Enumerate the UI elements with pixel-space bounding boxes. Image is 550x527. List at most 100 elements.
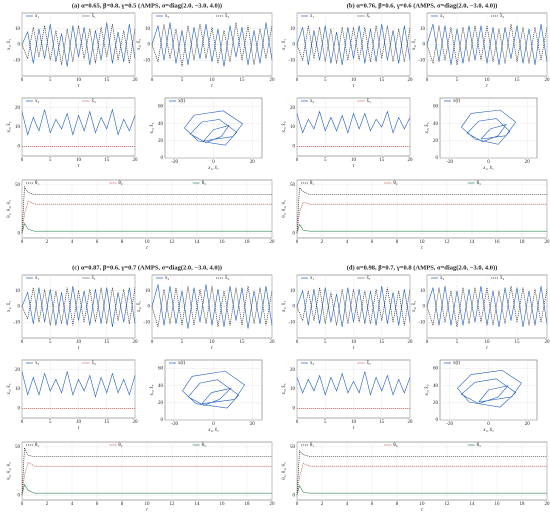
x-tick-label: 5 — [181, 340, 184, 345]
y-tick-label: 60 — [433, 105, 439, 110]
y-tick-label: 10 — [145, 27, 151, 32]
x-tick-label: 15 — [379, 158, 385, 163]
x-tick-label: 0 — [487, 422, 490, 427]
series-line — [21, 483, 272, 496]
x-tick-label: 18 — [520, 240, 526, 245]
x-tick-label: 20 — [270, 340, 276, 345]
series-line — [21, 461, 272, 496]
x-tick-label: 0 — [21, 502, 24, 507]
series-line — [426, 285, 548, 328]
x-tick-label: 10 — [210, 78, 216, 83]
y-tick-label: 50 — [290, 445, 296, 450]
legend-label: x(t) — [453, 361, 461, 366]
x-tick-label: 10 — [76, 420, 82, 425]
x-tick-label: 5 — [49, 78, 52, 83]
x-tick-label: 0 — [296, 502, 299, 507]
y-tick-label: 10 — [15, 27, 21, 32]
legend-label: x̂₂ — [500, 276, 505, 281]
x-tick-label: 20 — [525, 422, 531, 427]
series-line — [21, 222, 272, 234]
x-tick-label: 20 — [270, 240, 276, 245]
legend-label: x₂ — [165, 14, 170, 19]
y-tick-label: 20 — [433, 139, 439, 144]
x-tick-label: 20 — [408, 158, 414, 163]
x-tick-label: 10 — [485, 340, 491, 345]
x-tick-label: 2 — [46, 240, 49, 245]
series-line — [21, 185, 272, 234]
y-axis-label: x₁, x̂₁ — [7, 39, 12, 50]
legend-label: x₁ — [310, 14, 315, 19]
series-line — [151, 22, 273, 67]
x-axis-label: t — [146, 508, 148, 513]
y-tick-label: -10 — [288, 320, 295, 325]
series-line — [296, 449, 547, 496]
y-tick-label: 60 — [158, 105, 164, 110]
x-tick-label: 4 — [71, 502, 74, 507]
x-tick-label: -20 — [446, 160, 453, 165]
y-axis-label: x₃, x̂₃ — [282, 121, 287, 132]
y-tick-label: -10 — [418, 58, 425, 63]
x-tick-label: 4 — [346, 502, 349, 507]
y-tick-label: 0 — [18, 144, 21, 149]
x-tick-label: 0 — [212, 160, 215, 165]
y-tick-label: 0 — [436, 418, 439, 423]
legend-label: x₁ — [35, 14, 40, 19]
x-tick-label: 12 — [170, 502, 176, 507]
series-line — [457, 369, 522, 408]
legend-label: x₁ — [35, 276, 40, 281]
x-tick-label: 5 — [456, 340, 459, 345]
y-tick-label: -10 — [13, 58, 20, 63]
y-tick-label: 10 — [290, 289, 296, 294]
series-line — [21, 447, 272, 496]
y-axis-label: x₂, x̂₂ — [137, 39, 142, 50]
legend-label: x̂₂ — [225, 14, 230, 19]
x-tick-label: 2 — [321, 502, 324, 507]
x-tick-label: 20 — [408, 420, 414, 425]
legend-label: θ₃ — [477, 443, 481, 448]
x-tick-label: 10 — [76, 158, 82, 163]
x-tick-label: 0 — [296, 78, 299, 83]
series-line — [426, 285, 548, 328]
x-tick-label: 20 — [525, 160, 531, 165]
x-tick-label: 14 — [195, 502, 201, 507]
x-tick-label: 15 — [104, 78, 110, 83]
y-tick-label: 0 — [18, 493, 21, 498]
legend-label: x̂₃ — [367, 99, 372, 104]
x-tick-label: 10 — [420, 502, 426, 507]
legend-label: θ₁ — [310, 443, 314, 448]
y-tick-label: 0 — [436, 156, 439, 161]
legend-label: θ₁ — [35, 443, 39, 448]
y-axis-label: x₁, x̂₁ — [282, 301, 287, 312]
y-tick-label: 10 — [15, 387, 21, 392]
legend-label: x̂₃ — [92, 361, 97, 366]
x-tick-label: 0 — [296, 340, 299, 345]
x-axis-label: x₁, x̂₁ — [482, 166, 494, 171]
y-tick-label: 10 — [290, 125, 296, 130]
x-tick-label: 0 — [212, 422, 215, 427]
x-axis-label: t — [353, 84, 355, 89]
y-tick-label: 10 — [15, 289, 21, 294]
y-tick-label: 0 — [293, 43, 296, 48]
x-tick-label: -20 — [171, 160, 178, 165]
y-tick-label: 0 — [293, 144, 296, 149]
x-tick-label: 0 — [21, 340, 24, 345]
x-tick-label: 6 — [96, 240, 99, 245]
x-tick-label: 20 — [133, 340, 139, 345]
series-line — [182, 370, 245, 409]
y-tick-label: 20 — [290, 368, 296, 373]
y-tick-label: 20 — [433, 401, 439, 406]
legend-label: x(t) — [453, 99, 461, 104]
y-tick-label: 0 — [18, 231, 21, 236]
y-tick-label: 50 — [290, 183, 296, 188]
y-axis-label: x₂, x̂₂ — [412, 301, 417, 312]
y-tick-label: 50 — [15, 183, 21, 188]
series-line — [296, 285, 411, 328]
y-tick-label: 10 — [420, 289, 426, 294]
x-tick-label: 15 — [104, 420, 110, 425]
y-tick-label: 20 — [158, 401, 164, 406]
x-tick-label: 0 — [487, 160, 490, 165]
x-tick-label: 0 — [296, 158, 299, 163]
series-line — [21, 23, 136, 66]
x-axis-label: t — [421, 246, 423, 251]
series-line — [426, 23, 548, 66]
